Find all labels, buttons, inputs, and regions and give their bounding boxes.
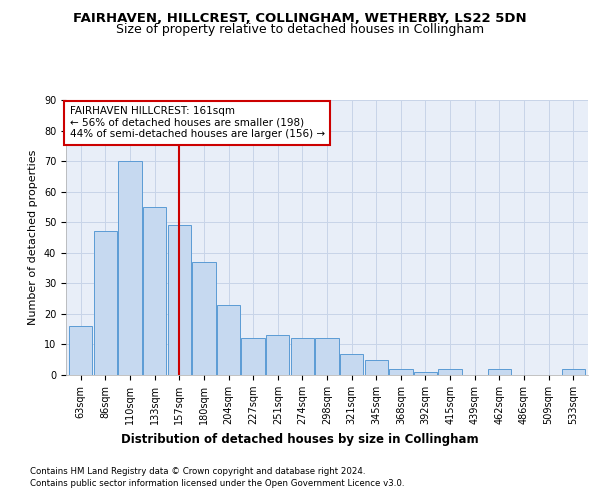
Bar — [389, 369, 413, 375]
Bar — [118, 161, 142, 375]
Bar — [167, 226, 191, 375]
Text: Contains HM Land Registry data © Crown copyright and database right 2024.: Contains HM Land Registry data © Crown c… — [30, 468, 365, 476]
Bar — [316, 338, 338, 375]
Text: Size of property relative to detached houses in Collingham: Size of property relative to detached ho… — [116, 22, 484, 36]
Bar — [69, 326, 92, 375]
Bar — [488, 369, 511, 375]
Bar — [340, 354, 364, 375]
Bar — [562, 369, 585, 375]
Bar — [192, 262, 215, 375]
Bar — [143, 207, 166, 375]
Bar — [94, 232, 117, 375]
Text: Contains public sector information licensed under the Open Government Licence v3: Contains public sector information licen… — [30, 479, 404, 488]
Bar — [365, 360, 388, 375]
Bar — [266, 336, 289, 375]
Bar — [439, 369, 462, 375]
Bar — [290, 338, 314, 375]
Bar — [217, 304, 240, 375]
Y-axis label: Number of detached properties: Number of detached properties — [28, 150, 38, 325]
Text: Distribution of detached houses by size in Collingham: Distribution of detached houses by size … — [121, 432, 479, 446]
Bar — [414, 372, 437, 375]
Text: FAIRHAVEN, HILLCREST, COLLINGHAM, WETHERBY, LS22 5DN: FAIRHAVEN, HILLCREST, COLLINGHAM, WETHER… — [73, 12, 527, 26]
Bar — [241, 338, 265, 375]
Text: FAIRHAVEN HILLCREST: 161sqm
← 56% of detached houses are smaller (198)
44% of se: FAIRHAVEN HILLCREST: 161sqm ← 56% of det… — [70, 106, 325, 140]
